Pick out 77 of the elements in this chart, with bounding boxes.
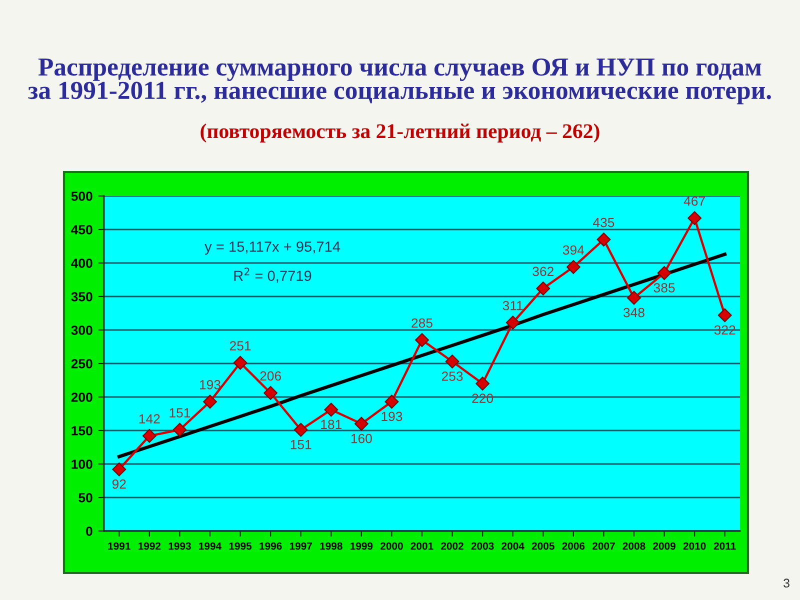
annotation: y = 15,117x + 95,714 <box>204 242 340 255</box>
point <box>172 422 187 437</box>
point <box>596 232 611 246</box>
data-label: 151 <box>170 408 190 418</box>
data-label: 92 <box>112 479 126 489</box>
x-tick-label: 1991 <box>108 542 130 550</box>
x-tick-label: 2000 <box>380 542 403 550</box>
y-tick-label: 100 <box>72 460 92 469</box>
point <box>354 416 368 431</box>
data-label: 435 <box>593 218 614 228</box>
data-label: 193 <box>200 380 220 390</box>
x-tick-label: 2001 <box>410 542 434 550</box>
data-label: 206 <box>260 371 281 381</box>
point <box>506 316 520 330</box>
point <box>203 394 217 409</box>
point <box>536 282 550 296</box>
y-tick-label: 500 <box>71 192 92 201</box>
y-tick-label: 150 <box>72 426 92 436</box>
point <box>294 422 308 437</box>
data-label: 193 <box>382 412 402 422</box>
data-label: 181 <box>321 420 342 430</box>
data-label: 151 <box>290 440 312 450</box>
x-tick-label: 1998 <box>320 542 342 550</box>
x-tick-label: 2002 <box>441 542 464 550</box>
point <box>627 290 641 305</box>
y-tick-label: 350 <box>71 292 92 302</box>
x-tick-label: 2007 <box>592 542 615 550</box>
y-tick-label: 450 <box>71 225 92 234</box>
x-tick-label: 2010 <box>683 542 706 550</box>
point <box>445 354 460 368</box>
x-tick-label: 2011 <box>714 542 736 550</box>
x-tick-label: 1996 <box>260 542 282 550</box>
point <box>233 356 248 370</box>
data-label: 142 <box>139 414 160 424</box>
point <box>688 211 702 226</box>
y-tick-label: 0 <box>86 526 92 536</box>
data-label: 394 <box>562 245 584 255</box>
x-tick-label: 1999 <box>350 542 373 550</box>
x-tick-label: 2003 <box>471 542 494 550</box>
x-tick-label: 2006 <box>562 542 585 550</box>
point <box>566 260 580 274</box>
x-tick-label: 1995 <box>229 542 252 550</box>
point <box>718 308 732 322</box>
y-tick-label: 400 <box>71 258 92 268</box>
data-label: 348 <box>623 308 644 318</box>
data-label: 362 <box>532 266 554 276</box>
point <box>384 394 399 409</box>
x-tick-label: 2005 <box>532 542 554 550</box>
y-tick-label: 200 <box>71 392 92 402</box>
data-label: 385 <box>654 283 675 292</box>
x-tick-label: 1992 <box>138 542 161 550</box>
point <box>324 402 338 417</box>
data-label: 467 <box>684 196 705 206</box>
y-tick-label: 300 <box>71 326 92 335</box>
x-tick-label: 1993 <box>168 542 191 550</box>
point <box>264 386 278 400</box>
point <box>112 462 126 476</box>
x-tick-label: 2004 <box>502 542 524 550</box>
point <box>142 428 156 443</box>
data-label: 311 <box>502 300 523 310</box>
point <box>415 333 429 347</box>
chart-title: Распределение суммарного числа случаев ОЯ и НУП по годам за 1991-2011 гг., нанесшие социальные и экономические потери. <box>28 58 771 104</box>
data-label: 251 <box>230 341 251 350</box>
x-tick-label: 2009 <box>653 542 676 550</box>
x-tick-label: 2008 <box>622 542 646 550</box>
point <box>476 376 490 391</box>
annotation: R$^{2}$ = 0,7719 <box>234 268 312 283</box>
x-tick-label: 1994 <box>199 542 222 550</box>
data-label: 253 <box>442 372 463 381</box>
text: 3 <box>784 578 790 588</box>
point <box>657 266 672 280</box>
chart-subtitle: (повторяемость за 21-летний период – 262) <box>200 124 600 142</box>
data-label: 285 <box>412 318 432 328</box>
data-label: 160 <box>351 434 372 444</box>
y-tick-label: 50 <box>78 493 92 502</box>
x-tick-label: 1997 <box>290 542 312 550</box>
y-tick-label: 250 <box>71 359 92 368</box>
